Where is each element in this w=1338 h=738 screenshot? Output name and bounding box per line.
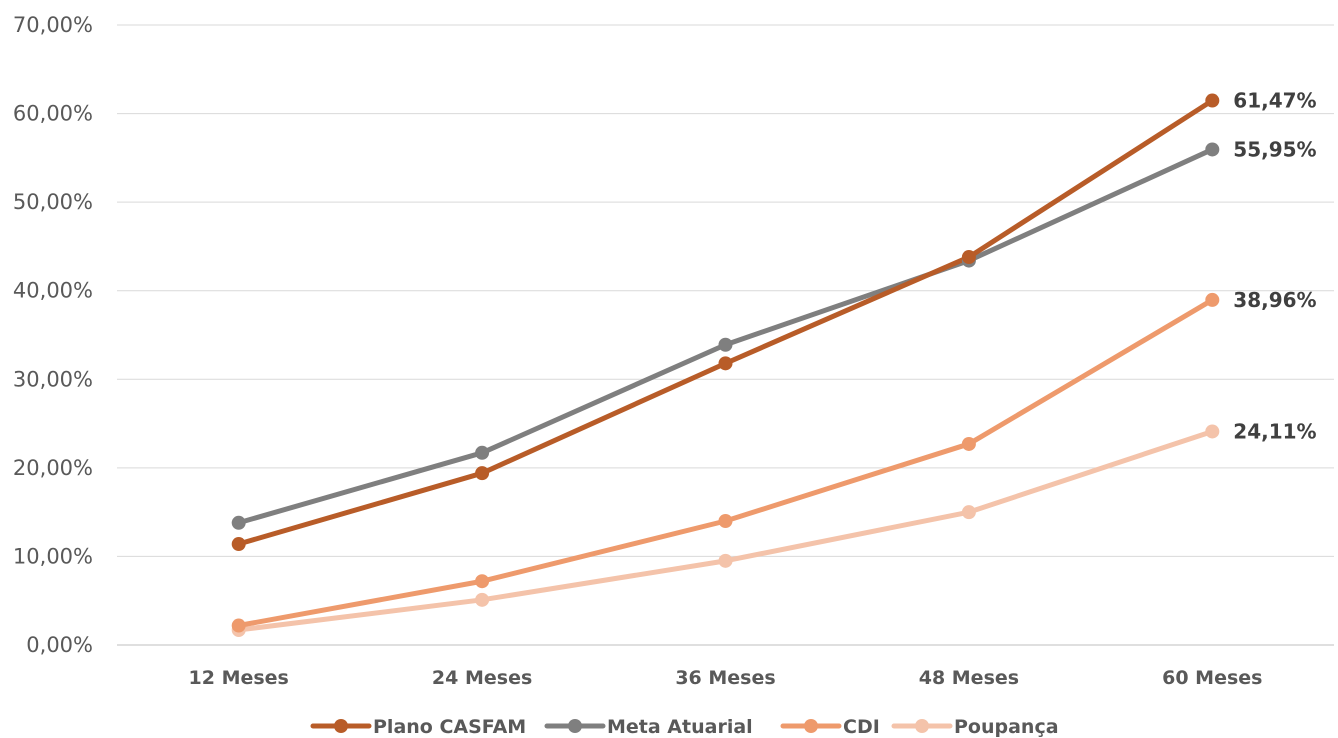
legend-label: Plano CASFAM xyxy=(373,716,526,738)
y-tick-label: 10,00% xyxy=(13,544,93,568)
data-point xyxy=(1205,93,1220,108)
data-point xyxy=(718,356,733,371)
data-point xyxy=(475,592,490,607)
legend-swatch-marker xyxy=(915,719,929,733)
data-point xyxy=(1205,142,1220,157)
y-tick-label: 30,00% xyxy=(13,367,93,391)
x-tick-label: 60 Meses xyxy=(1162,667,1262,689)
data-label: 24,11% xyxy=(1233,419,1316,443)
series-line xyxy=(236,146,1215,526)
y-tick-label: 40,00% xyxy=(13,279,93,303)
x-tick-label: 24 Meses xyxy=(432,667,532,689)
data-point xyxy=(961,250,976,265)
legend: Plano CASFAM Meta Atuarial CDI Poupança xyxy=(310,716,1059,738)
data-point xyxy=(1205,424,1220,439)
x-tick-label: 36 Meses xyxy=(675,667,775,689)
data-label: 61,47% xyxy=(1233,89,1316,113)
data-point xyxy=(961,436,976,451)
data-label: 55,95% xyxy=(1233,137,1316,161)
y-axis-ticks: 0,00% 10,00% 20,00% 30,00% 40,00% 50,00% 60,00… xyxy=(13,13,93,657)
data-labels: 61,47% 55,95% 38,96% 24,11% xyxy=(1233,89,1316,444)
y-tick-label: 20,00% xyxy=(13,456,93,480)
data-point xyxy=(475,466,490,481)
legend-swatch-marker xyxy=(804,719,818,733)
series-points xyxy=(231,93,1220,637)
data-point xyxy=(718,553,733,568)
data-point xyxy=(475,574,490,589)
x-tick-label: 12 Meses xyxy=(189,667,289,689)
y-tick-label: 0,00% xyxy=(26,633,93,657)
data-point xyxy=(718,337,733,352)
legend-swatch-marker xyxy=(334,719,348,733)
data-point xyxy=(475,445,490,460)
legend-label: CDI xyxy=(843,716,880,738)
gridlines xyxy=(117,24,1334,646)
x-tick-label: 48 Meses xyxy=(919,667,1019,689)
data-point xyxy=(231,515,246,530)
legend-label: Poupança xyxy=(954,716,1059,738)
x-axis-ticks: 12 Meses 24 Meses 36 Meses 48 Meses 60 Meses xyxy=(189,667,1263,689)
data-point xyxy=(231,618,246,633)
y-tick-label: 50,00% xyxy=(13,190,93,214)
data-label: 38,96% xyxy=(1233,288,1316,312)
data-point xyxy=(1205,292,1220,307)
legend-label: Meta Atuarial xyxy=(607,716,753,738)
data-point xyxy=(718,514,733,528)
y-tick-label: 70,00% xyxy=(13,13,93,37)
data-point xyxy=(231,537,246,552)
y-tick-label: 60,00% xyxy=(13,102,93,126)
data-point xyxy=(961,505,976,520)
legend-swatch-marker xyxy=(568,719,582,733)
